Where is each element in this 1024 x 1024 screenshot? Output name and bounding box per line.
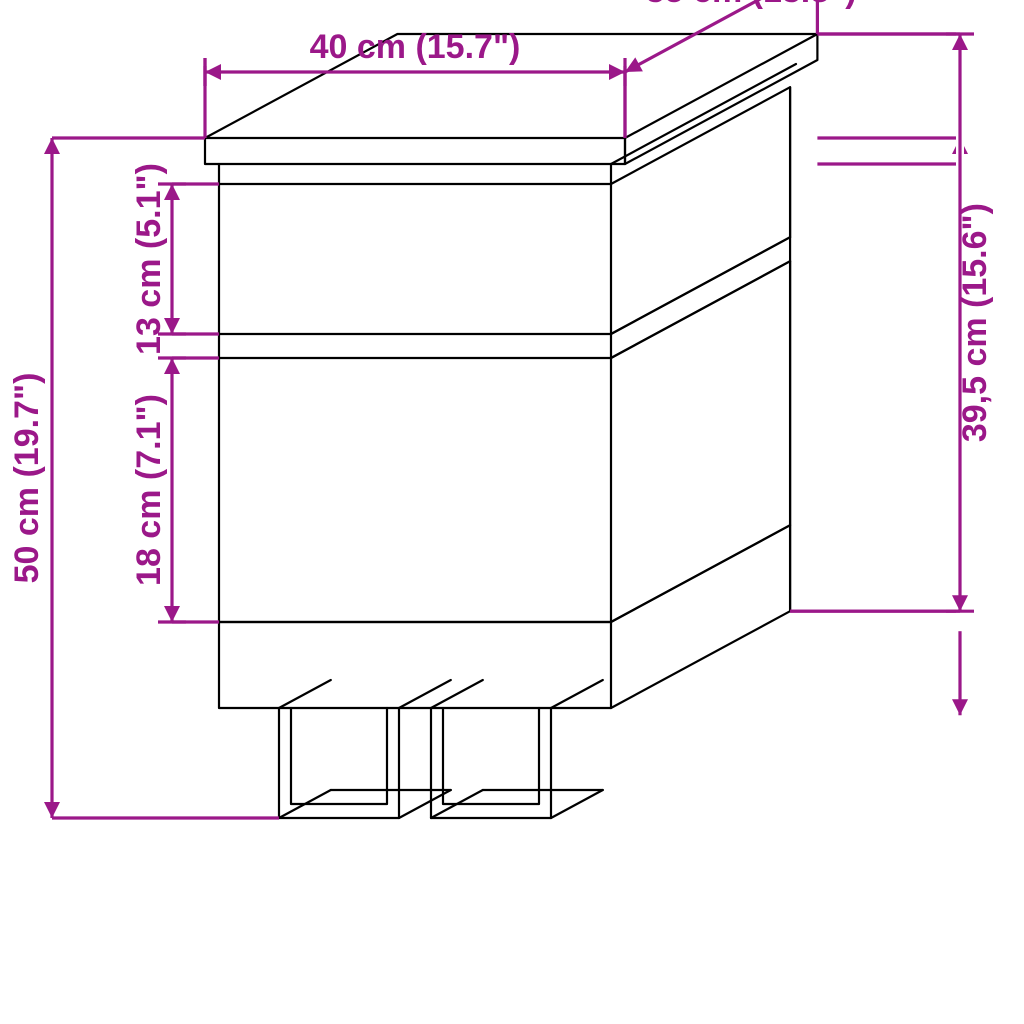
svg-text:40 cm (15.7"): 40 cm (15.7") [310,28,521,66]
svg-text:39,5 cm (15.6"): 39,5 cm (15.6") [956,203,994,442]
svg-text:18 cm (7.1"): 18 cm (7.1") [130,394,168,586]
svg-text:35 cm (13.8"): 35 cm (13.8") [646,0,857,10]
svg-text:50 cm (19.7"): 50 cm (19.7") [8,373,46,584]
svg-text:13 cm (5.1"): 13 cm (5.1") [130,163,168,355]
